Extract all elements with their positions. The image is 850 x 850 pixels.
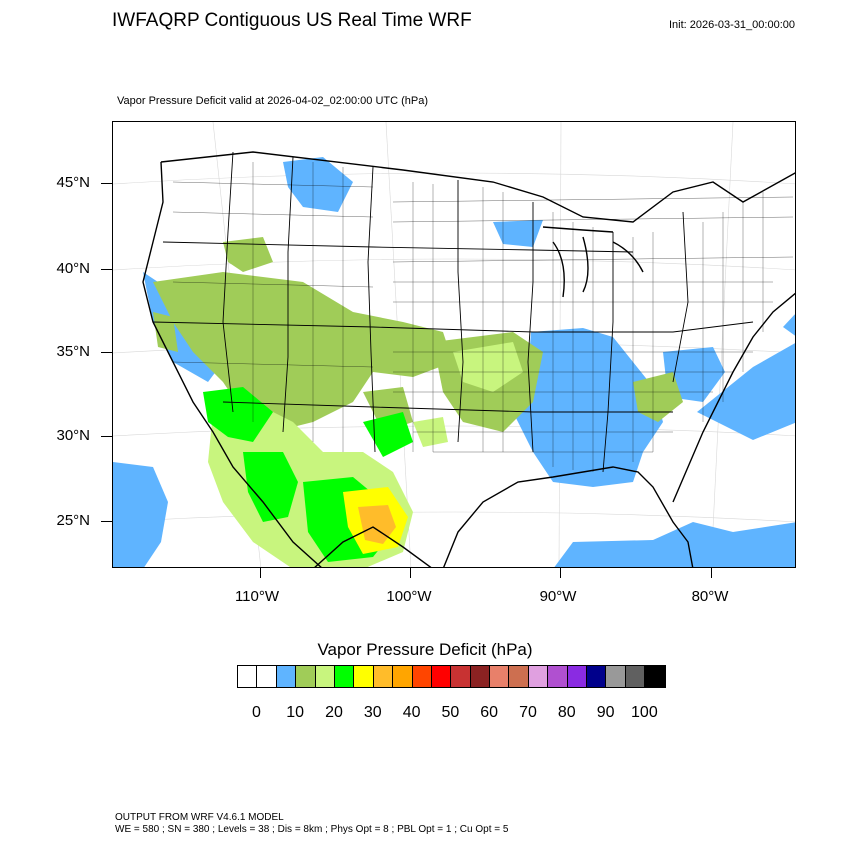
lon-tick [260,568,261,578]
lat-tick [101,269,112,270]
colorbar-label: 30 [363,704,382,721]
colorbar-label: 60 [480,704,499,721]
colorbar-label: 50 [441,704,460,721]
colorbar-box [393,666,413,687]
colorbar-label: 70 [519,704,537,721]
colorbar [237,665,666,688]
state-lines [152,151,754,473]
colorbar-box [548,666,568,687]
lon-tick [711,568,712,578]
colorbar-box [412,666,432,687]
lat-tick [101,436,112,437]
colorbar-box [606,666,626,687]
colorbar-box [567,666,588,687]
lat-label-25: 25°N [56,512,90,529]
colorbar-box [276,666,297,687]
colorbar-label: 10 [286,704,305,721]
colorbar-label: 40 [402,704,421,721]
lon-label-90: 90°W [539,588,577,605]
boundaries [142,151,795,567]
colorbar-box [257,666,277,687]
lon-label-100: 100°W [386,588,432,605]
colorbar-label: 0 [251,704,261,721]
lat-label-30: 30°N [56,427,90,444]
map-graphic [113,122,795,567]
colorbar-box [490,666,510,687]
colorbar-title: Vapor Pressure Deficit (hPa) [317,640,533,659]
colorbar-label: 20 [325,704,343,721]
lat-label-40: 40°N [56,260,90,277]
colorbar-box [354,666,374,687]
colorbar-box [315,666,335,687]
lat-label-35: 35°N [56,343,90,360]
lat-tick [101,352,112,353]
colorbar-box [528,666,549,687]
county-lines [172,162,794,472]
colorbar-label: 80 [557,704,576,721]
colorbar-box [431,666,452,687]
footer-model: OUTPUT FROM WRF V4.6.1 MODEL [115,812,284,823]
lon-label-110: 110°W [234,588,280,605]
colorbar-box [451,666,471,687]
colorbar-box [625,666,646,687]
colorbar-box [238,666,258,687]
lon-tick [410,568,411,578]
lat-tick [101,183,112,184]
colorbar-box [509,666,529,687]
lon-tick [560,568,561,578]
lon-label-80: 80°W [691,588,729,605]
colorbar-box [334,666,355,687]
field-subtitle: Vapor Pressure Deficit valid at 2026-04-… [117,95,429,107]
map-panel [112,121,796,568]
orange-areas [358,505,396,544]
colorbar-box [296,666,316,687]
lat-tick [101,521,112,522]
colorbar-box [645,666,665,687]
init-time: Init: 2026-03-31_00:00:00 [669,19,795,31]
colorbar-box [373,666,394,687]
colorbar-label: 90 [596,704,615,721]
plot-title: IWFAQRP Contiguous US Real Time WRF [112,10,472,31]
colorbar-box [587,666,607,687]
water-areas [113,157,795,567]
footer-config: WE = 580 ; SN = 380 ; Levels = 38 ; Dis … [115,824,509,835]
lat-label-45: 45°N [56,174,90,191]
colorbar-label: 100 [631,704,658,721]
colorbar-box [470,666,491,687]
